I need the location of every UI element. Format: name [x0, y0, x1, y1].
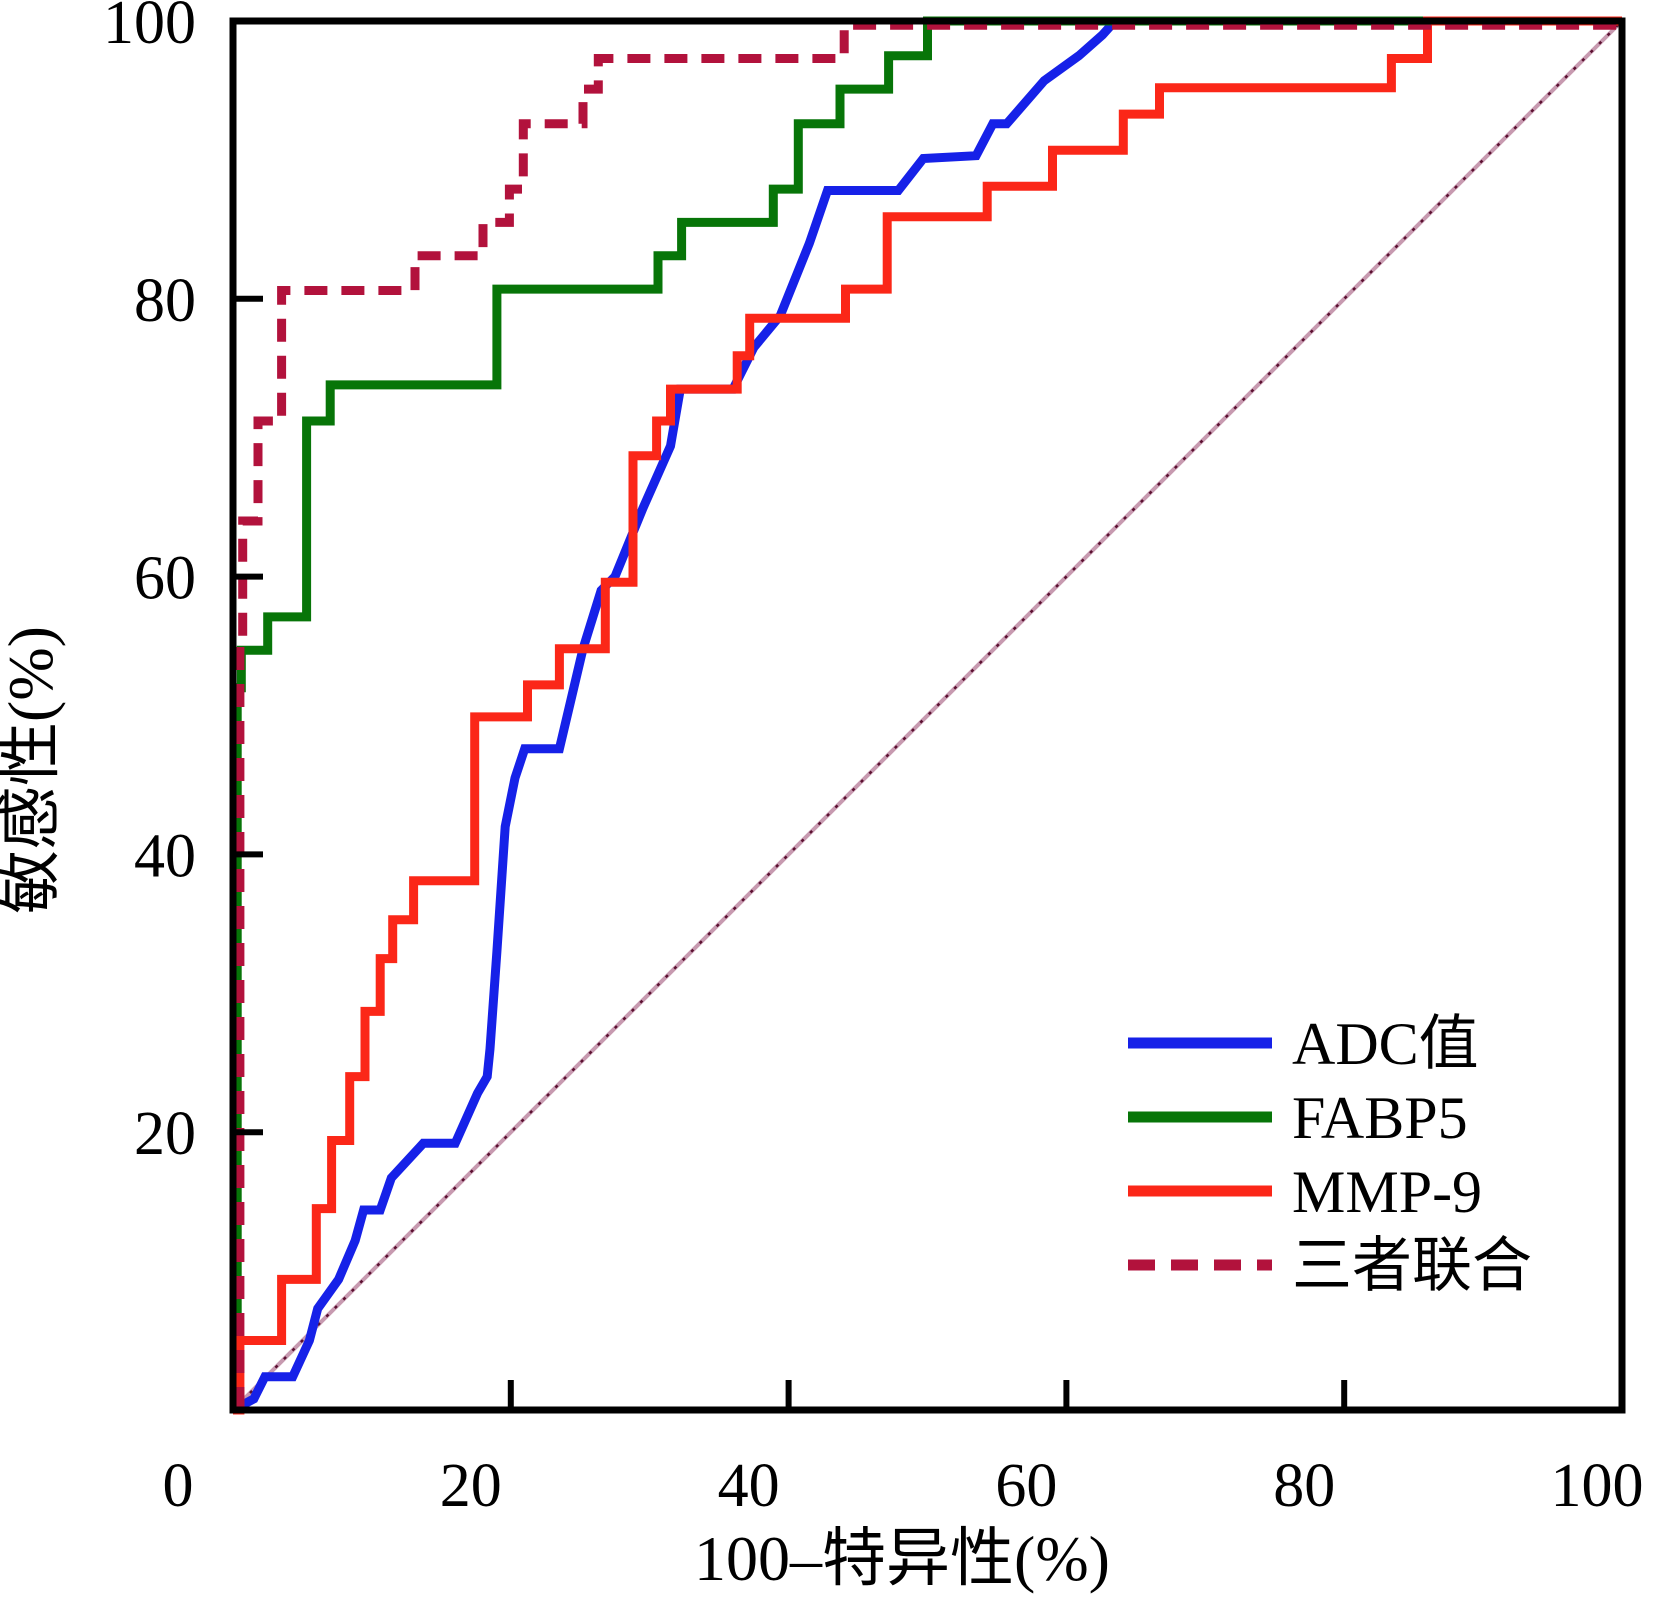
plot-frame: [229, 17, 1626, 1414]
chance-diagonal-halo: [231, 19, 1624, 1412]
x-tick-label-60: 60: [995, 1452, 1057, 1520]
chance-diagonal-line: [231, 19, 1624, 1412]
y-axis-title: 敏感性(%): [0, 626, 66, 914]
legend-label-roc-curve-: 三者联合: [1292, 1233, 1532, 1299]
y-tick-label-40: 40: [134, 822, 196, 890]
x-axis-title: 100–特异性(%): [694, 1523, 1110, 1594]
legend-label-roc-curve-fabp5: FABP5: [1292, 1085, 1468, 1151]
x-tick-label-0: 0: [163, 1452, 194, 1520]
legend-label-roc-curve-adc: ADC值: [1292, 1011, 1479, 1077]
axis-ticks: [233, 295, 1348, 1410]
axis-tick-labels: 0 20 40 60 80 100 20 40 60 80 100: [103, 0, 1644, 1520]
plot-border: [229, 17, 1626, 1414]
x-tick-label-40: 40: [718, 1452, 780, 1520]
x-tick-label-80: 80: [1273, 1452, 1335, 1520]
roc-curves: [230, 16, 1622, 1415]
x-tick-label-20: 20: [440, 1452, 502, 1520]
roc-curve-fabp5: [232, 16, 1622, 1410]
y-tick-label-20: 20: [134, 1100, 196, 1168]
y-tick-label-80: 80: [134, 267, 196, 335]
y-tick-label-100: 100: [103, 0, 196, 57]
legend: ADC值 FABP5 MMP-9 三者联合: [1128, 1011, 1532, 1299]
legend-label-roc-curve-mmp9: MMP-9: [1292, 1159, 1482, 1225]
roc-curve-adc: [230, 16, 1622, 1414]
y-tick-label-60: 60: [134, 545, 196, 613]
roc-curve-mmp9: [233, 16, 1622, 1415]
x-tick-label-100: 100: [1551, 1452, 1644, 1520]
roc-curve-: [235, 20, 1622, 1410]
